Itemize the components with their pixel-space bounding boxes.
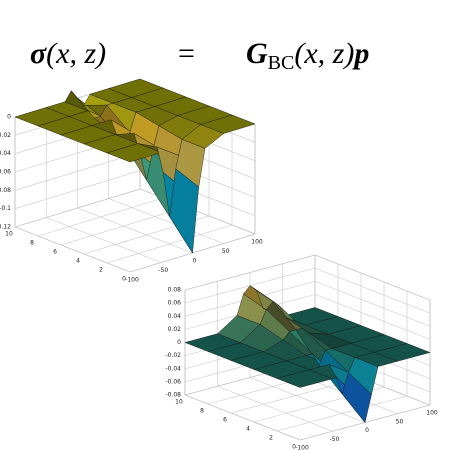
grid-line: [314, 280, 431, 327]
grid-line: [14, 188, 141, 228]
z-tick-label: -0.06: [165, 378, 181, 385]
grid-line: [276, 395, 408, 432]
grid-line: [314, 254, 431, 301]
y-tick-label: 6: [223, 417, 227, 424]
rhs-symbol: G: [246, 37, 268, 70]
x-tick-label: -50: [158, 267, 168, 274]
x-tick-label: -50: [330, 436, 340, 443]
rhs-subscript: BC: [268, 52, 295, 74]
x-tick-label: 0: [365, 427, 369, 434]
z-tick-label: -0.12: [0, 224, 11, 231]
grid-line: [314, 267, 431, 314]
grid-line: [314, 294, 431, 340]
z-tick-label: -0.04: [0, 150, 11, 157]
grid-line: [184, 254, 316, 291]
z-tick-label: 0.08: [168, 287, 182, 294]
x-tick-label: 0: [193, 258, 197, 265]
z-tick-label: -0.06: [0, 169, 11, 176]
z-tick-label: 0: [7, 114, 11, 121]
surface-plot: -100 -50 0 50 100 0 2 4 6 8 10-0.08 -0.06 -0.04 -0.02…: [165, 254, 438, 450]
grid-line: [14, 226, 131, 273]
y-tick-label: 8: [30, 240, 34, 247]
x-tick-label: 100: [251, 239, 263, 246]
surface-patch: [373, 343, 431, 362]
y-tick-label: 6: [53, 249, 57, 256]
z-tick-label: 0.04: [168, 313, 182, 320]
grid-line: [184, 394, 301, 441]
lhs-args: (x, z): [46, 37, 106, 70]
x-tick-label: -100: [295, 445, 309, 450]
equals: =: [178, 37, 195, 70]
grid-line: [14, 152, 141, 191]
equation: σ(x, z) = GBC(x, z)p: [30, 37, 369, 74]
grid-line: [249, 377, 366, 423]
x-tick-label: 50: [222, 248, 230, 255]
y-tick-label: 2: [269, 435, 273, 442]
y-tick-label: 4: [246, 426, 250, 433]
surface-plot: -100 -50 0 50 100 0 2 4 6 8 10-0.12 -0.1 -0.08 -0.06 -…: [0, 78, 263, 284]
z-tick-label: -0.02: [165, 352, 181, 359]
z-tick-label: 0: [177, 339, 181, 346]
z-tick-label: 0.06: [168, 300, 182, 307]
z-tick-label: 0.02: [168, 326, 182, 333]
y-tick-label: 2: [99, 267, 103, 274]
y-tick-label: 10: [5, 231, 13, 238]
x-tick-label: 100: [426, 410, 438, 417]
grid-line: [14, 170, 141, 209]
y-tick-label: 4: [76, 258, 80, 265]
x-tick-label: -100: [125, 277, 139, 284]
z-tick-label: -0.08: [165, 392, 181, 399]
grid-line: [77, 207, 193, 254]
grid-line: [106, 224, 233, 264]
z-tick-label: -0.02: [0, 132, 11, 139]
z-tick-label: -0.08: [0, 187, 11, 194]
y-tick-label: 0: [122, 276, 126, 283]
rhs-vector: p: [351, 37, 369, 70]
y-tick-label: 8: [200, 408, 204, 415]
y-tick-label: 10: [175, 399, 183, 406]
grid-line: [46, 217, 162, 263]
rhs-args: (x, z): [294, 37, 354, 70]
z-tick-label: -0.1: [0, 205, 11, 212]
z-tick-label: -0.04: [165, 365, 181, 372]
surface-patch: [200, 114, 256, 134]
x-tick-label: 50: [396, 418, 404, 425]
grid-line: [60, 206, 187, 246]
grid-line: [37, 197, 164, 237]
y-tick-label: 0: [292, 444, 296, 450]
grid-line: [108, 198, 224, 244]
grid-line: [217, 385, 333, 432]
lhs-symbol: σ: [30, 37, 47, 70]
